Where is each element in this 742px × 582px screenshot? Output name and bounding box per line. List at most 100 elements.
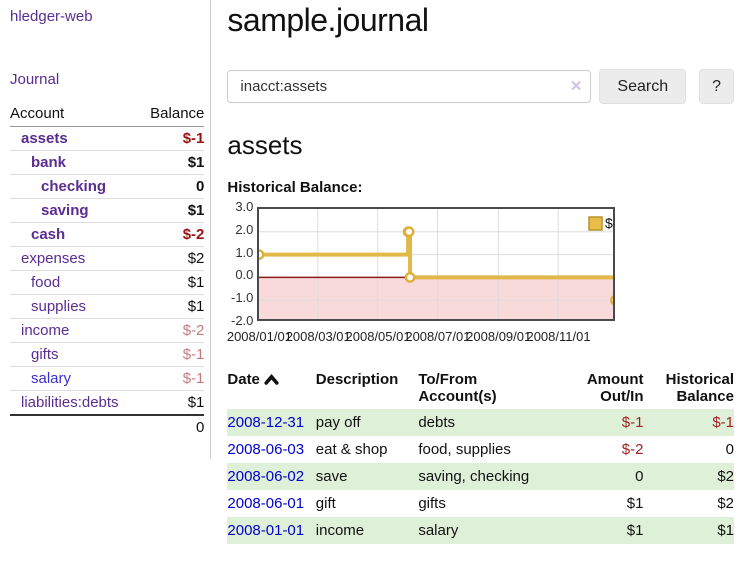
account-link-bank[interactable]: bank	[31, 154, 67, 171]
account-row-assets: assets $-1	[10, 127, 204, 151]
transaction-amount: 0	[635, 468, 644, 485]
transaction-amount: $-2	[621, 441, 644, 458]
transaction-date-link[interactable]: 2008-06-03	[227, 441, 305, 458]
transaction-accounts: debts	[418, 414, 456, 431]
account-balance: $-1	[139, 366, 205, 391]
sidebar-item-journal[interactable]: Journal	[10, 71, 60, 88]
register-row: 2008-06-02 save saving, checking 0 $2	[227, 463, 734, 490]
account-link-gifts[interactable]: gifts	[31, 346, 59, 363]
register-row: 2008-01-01 income salary $1 $1	[227, 517, 734, 544]
account-link-checking[interactable]: checking	[41, 178, 107, 195]
negative-region-band	[259, 277, 614, 319]
account-total-value: 0	[139, 414, 205, 439]
transaction-historical: 0	[725, 441, 734, 458]
page-title: sample.journal	[227, 2, 429, 38]
x-axis-tick-label: 2008/11/01	[526, 329, 591, 344]
account-link-salary[interactable]: salary	[31, 370, 72, 387]
y-axis-tick-label: -2.0	[230, 313, 254, 328]
accounts-column-header: To/From Account(s)	[418, 371, 497, 405]
account-balance: $-2	[139, 222, 205, 247]
register-row: 2008-12-31 pay off debts $-1 $-1	[227, 409, 734, 436]
account-row-bank: bank $1	[10, 150, 205, 175]
help-button[interactable]: ?	[699, 69, 734, 104]
description-column-header: Description	[315, 371, 399, 388]
y-axis-tick-label: 2.0	[235, 221, 254, 237]
date-column-header[interactable]: Date	[227, 369, 315, 409]
account-link-saving[interactable]: saving	[41, 202, 89, 219]
data-point-marker	[610, 295, 614, 305]
legend-swatch	[588, 216, 604, 231]
account-balance: $1	[139, 294, 205, 319]
account-row-cash: cash $-2	[10, 222, 205, 247]
legend-label: $	[605, 215, 613, 231]
account-link-income[interactable]: income	[21, 322, 70, 339]
transaction-date-link[interactable]: 2008-06-02	[227, 468, 305, 485]
transaction-amount: $1	[626, 522, 644, 539]
amount-column-header: Amount Out/In	[586, 371, 644, 405]
data-point-marker	[404, 226, 415, 238]
y-axis-tick-label: -1.0	[230, 290, 254, 306]
account-balance: $-1	[139, 342, 205, 367]
search-form: ✕ Search ?	[227, 69, 734, 104]
x-axis-tick-label: 2008/05/01	[345, 329, 411, 344]
transaction-description: save	[315, 468, 348, 485]
register-row: 2008-06-01 gift gifts $1 $2	[227, 490, 734, 517]
account-page-title: assets	[227, 130, 303, 160]
x-axis-tick-label: 2008/03/01	[285, 329, 351, 344]
transaction-description: pay off	[315, 414, 361, 431]
transaction-historical: $1	[717, 522, 734, 539]
account-total-row: 0	[10, 414, 205, 439]
y-axis-tick-label: 0.0	[235, 267, 254, 283]
account-row-gifts: gifts $-1	[10, 342, 205, 367]
account-link-liabilities-debts[interactable]: liabilities:debts	[21, 394, 119, 411]
sidebar: hledger-web Journal Account Balance asse…	[0, 0, 212, 459]
transaction-accounts: food, supplies	[418, 441, 511, 458]
historical-column-header: Historical Balance	[665, 371, 734, 405]
account-row-supplies: supplies $1	[10, 294, 205, 319]
account-balance: $-2	[139, 318, 205, 343]
x-axis-tick-label: 2008/01/01	[226, 329, 292, 344]
transaction-accounts: saving, checking	[418, 468, 530, 485]
transaction-description: income	[315, 522, 365, 539]
account-balance: $-1	[182, 130, 205, 147]
transaction-description: eat & shop	[315, 441, 388, 458]
search-button[interactable]: Search	[599, 69, 687, 104]
account-link-assets[interactable]: assets	[21, 130, 68, 147]
account-row-salary: salary $-1	[10, 366, 205, 391]
transaction-date-link[interactable]: 2008-12-31	[227, 414, 305, 431]
sort-ascending-icon	[264, 372, 279, 389]
transaction-amount: $1	[626, 495, 644, 512]
transaction-accounts: salary	[418, 522, 459, 539]
account-link-cash[interactable]: cash	[31, 226, 66, 243]
account-link-supplies[interactable]: supplies	[31, 298, 87, 315]
x-axis-tick-label: 2008/09/01	[466, 329, 532, 344]
register-row: 2008-06-03 eat & shop food, supplies $-2…	[227, 436, 734, 463]
transaction-accounts: gifts	[418, 495, 446, 512]
chart-title: Historical Balance:	[227, 179, 363, 196]
transaction-historical: $2	[717, 468, 734, 485]
account-row-food: food $1	[10, 270, 205, 295]
account-link-food[interactable]: food	[31, 274, 61, 291]
data-point-marker	[405, 272, 416, 283]
transaction-date-link[interactable]: 2008-06-01	[227, 495, 305, 512]
balance-column-header: Balance	[139, 102, 205, 127]
account-balance: $1	[139, 270, 205, 295]
data-point-marker	[259, 249, 265, 260]
x-axis-tick-label: 2008/07/01	[405, 329, 471, 344]
account-link-expenses[interactable]: expenses	[21, 250, 86, 267]
account-balance: $1	[139, 390, 205, 415]
search-input[interactable]	[227, 70, 592, 103]
account-row-checking: checking 0	[10, 174, 205, 199]
account-row-expenses: expenses $2	[10, 246, 205, 271]
transaction-description: gift	[315, 495, 336, 512]
brand-link[interactable]: hledger-web	[10, 8, 93, 25]
app-layout: hledger-web Journal Account Balance asse…	[0, 0, 734, 544]
transaction-historical: $-1	[712, 414, 734, 431]
y-axis-tick-label: 3.0	[235, 199, 254, 214]
register-table: Date Description To/From Account(s) Amou…	[227, 369, 734, 544]
clear-search-icon[interactable]: ✕	[569, 78, 583, 95]
y-axis-tick-label: 1.0	[235, 244, 254, 260]
account-balance: $1	[139, 198, 205, 223]
historical-balance-chart: $3.0 2.0 1.0 0.0 -1.0 -2.0 2008/01/01 2008/03/0…	[226, 199, 734, 351]
transaction-date-link[interactable]: 2008-01-01	[227, 522, 305, 539]
